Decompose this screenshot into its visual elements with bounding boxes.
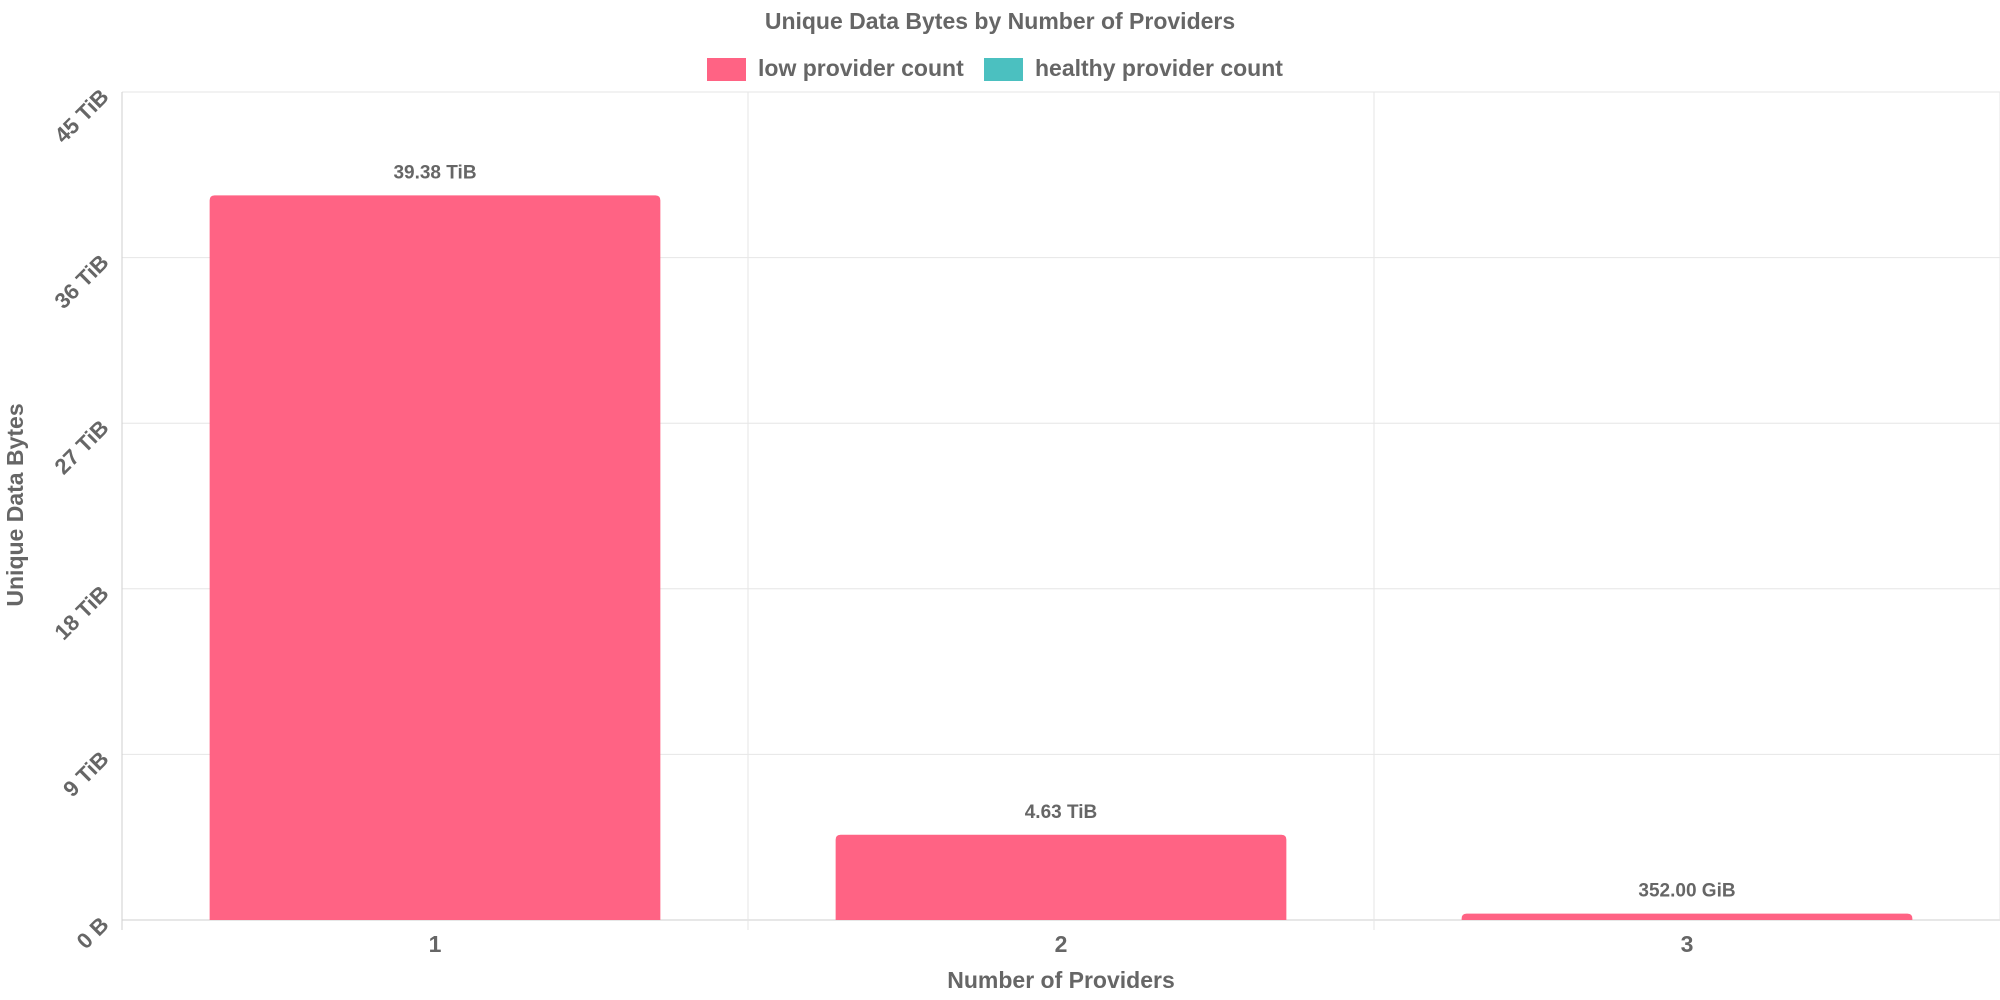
bar-low-provider-count-1[interactable] [209, 195, 661, 920]
y-tick-label: 27 TiB [49, 415, 113, 479]
bar-data-label: 39.38 TiB [393, 162, 476, 183]
x-tick-label: 2 [1055, 931, 1068, 957]
x-axis-ticks: 1 2 3 [429, 931, 1694, 957]
bar-low-provider-count-2[interactable] [835, 834, 1287, 920]
bar-data-label: 4.63 TiB [1025, 802, 1098, 823]
legend: low provider count healthy provider coun… [707, 55, 1283, 81]
bar-low-provider-count-3[interactable] [1461, 913, 1913, 920]
legend-label-healthy-provider-count[interactable]: healthy provider count [1035, 55, 1283, 81]
y-axis-title: Unique Data Bytes [2, 403, 28, 606]
y-axis-ticks: 0 B 9 TiB 18 TiB 27 TiB 36 TiB 45 TiB [49, 84, 113, 954]
y-tick-label: 0 B [72, 912, 114, 954]
y-tick-label: 18 TiB [49, 581, 113, 645]
y-tick-label: 36 TiB [49, 249, 113, 313]
bar-data-label: 352.00 GiB [1638, 881, 1735, 902]
chart-title: Unique Data Bytes by Number of Providers [765, 8, 1235, 34]
x-tick-label: 3 [1681, 931, 1694, 957]
x-axis-title: Number of Providers [947, 967, 1175, 993]
bar-data-labels: 39.38 TiB 4.63 TiB 352.00 GiB [393, 162, 1735, 901]
legend-label-low-provider-count[interactable]: low provider count [758, 55, 964, 81]
bars [209, 195, 1913, 920]
legend-swatch-healthy-provider-count[interactable] [984, 58, 1023, 81]
y-tick-label: 9 TiB [58, 746, 113, 801]
legend-swatch-low-provider-count[interactable] [707, 58, 746, 81]
y-tick-label: 45 TiB [49, 84, 113, 148]
x-tick-label: 1 [429, 931, 442, 957]
